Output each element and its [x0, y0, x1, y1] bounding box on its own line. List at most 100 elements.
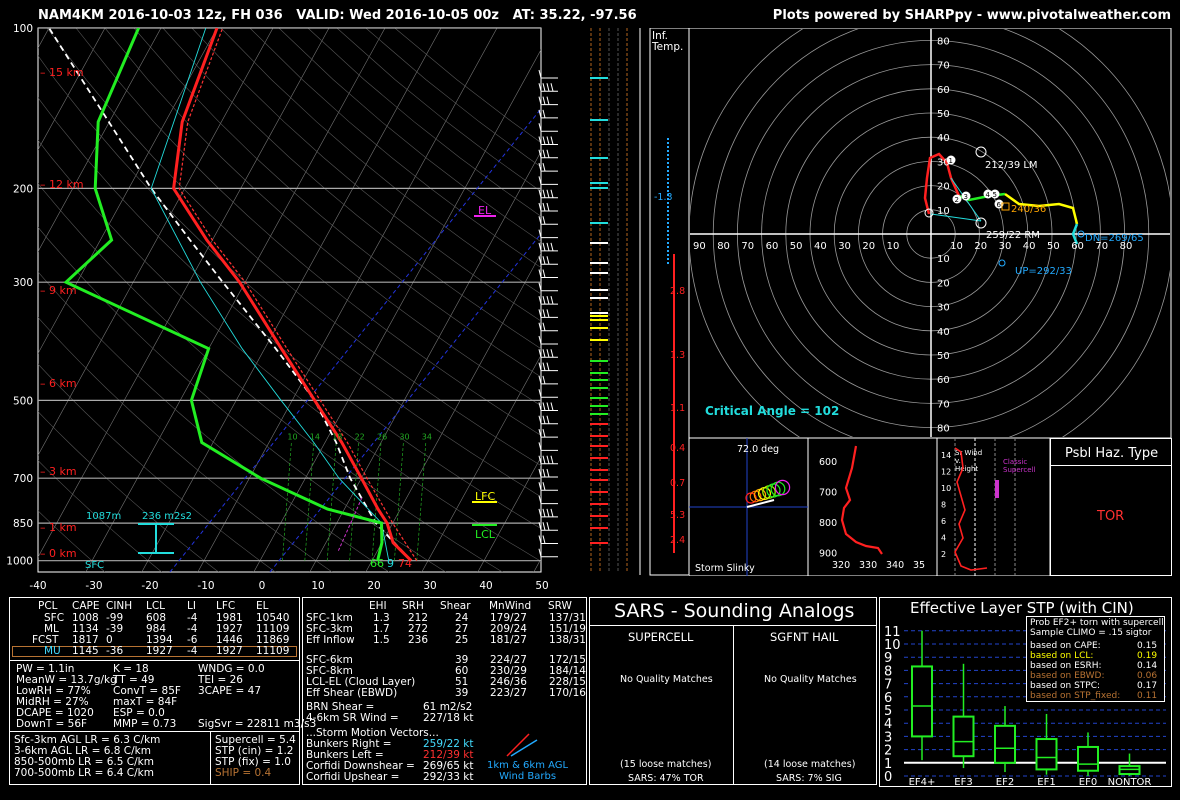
hodo-ring-label: 70 [1095, 241, 1108, 252]
dry-adiabat [220, 28, 541, 295]
dry-adiabat [249, 28, 541, 268]
mixing-ratio-label: 10 [287, 433, 297, 442]
kin-cell: 170/16 [549, 687, 586, 699]
slinky-ring [770, 481, 786, 497]
wind-barb-flag [542, 375, 546, 385]
sfc-label: SFC [85, 560, 104, 571]
dry-adiabat [46, 28, 541, 466]
stp-category: EF3 [954, 777, 972, 786]
wind-barb-flag [538, 162, 542, 172]
brn-label: BRN Shear = [306, 701, 375, 713]
hodo-left-label: 20 [862, 241, 875, 252]
dry-adiabat [191, 28, 541, 322]
hodo-ring-label: 20 [937, 182, 950, 193]
height-label: – 6 km [40, 377, 77, 390]
hodo-height-marker [952, 194, 962, 204]
upshear-label: UP=292/33 [1015, 266, 1072, 277]
hodo-ring-label: 80 [1120, 241, 1133, 252]
lapse-rate: 3-6km AGL LR = 6.8 C/km [14, 745, 151, 757]
dry-adiabat [38, 510, 106, 572]
stp-y-tick: 11 [884, 625, 901, 640]
temperature-tick-label: -20 [141, 580, 158, 592]
srw46-value: 227/18 kt [423, 712, 474, 724]
slinky-vector [746, 499, 775, 508]
parcel-cell: 1927 [216, 623, 243, 635]
wind-barb-flag [538, 83, 542, 92]
critical-angle-label: Critical Angle = 102 [705, 404, 839, 418]
hodo-ring-label: 80 [937, 424, 950, 435]
wind-barb-flag [542, 109, 546, 119]
wind-barb-flag [542, 136, 546, 145]
wind-barb-flag [538, 229, 542, 238]
stp-legend-value: 0.17 [1137, 681, 1158, 691]
stp-legend-value: 0.06 [1137, 671, 1158, 681]
wind-barb-flag [538, 69, 542, 79]
temperature-tick-label: 50 [535, 580, 548, 592]
dry-adiabat [38, 271, 390, 572]
index-value: PW = 1.1in [16, 663, 75, 675]
hodo-left-label: 10 [887, 241, 900, 252]
srw-tick: 4 [941, 534, 946, 543]
kin-cell: 209/24 [490, 623, 527, 635]
isotherm [365, 252, 541, 572]
temperature-tick-label: 20 [367, 580, 380, 592]
wind-barb-flag [538, 282, 542, 291]
slinky-label: Storm Slinky [695, 563, 755, 574]
parcel-header-cinh: CINH [106, 600, 133, 612]
storm-motion-label: Bunkers Left = [306, 749, 384, 761]
mean-wind-marker [1001, 202, 1010, 211]
eff-inflow-srh: 236 m2s2 [142, 511, 192, 522]
hodo-ring-label: 50 [1047, 241, 1060, 252]
wind-barb-flag [546, 349, 550, 358]
srw-tick: 6 [941, 517, 946, 526]
stp-y-tick: 0 [884, 770, 892, 785]
srw-tick: 2 [941, 550, 946, 559]
theta-y-tick: 600 [819, 457, 837, 468]
storm-motion-label: Corfidi Downshear = [306, 760, 415, 772]
wind-barb-flag [538, 375, 542, 385]
wind-barb-flag [538, 455, 542, 464]
kin-cell: 51 [455, 676, 469, 688]
wind-barb-flag [538, 96, 542, 105]
index-value: WNDG = 0.0 [198, 663, 265, 675]
parcel-cell: 1394 [146, 634, 173, 646]
kin-cell: 228/15 [549, 676, 586, 688]
sars-supercell-header: SUPERCELL [628, 630, 694, 644]
kin-row-label: LCL-EL (Cloud Layer) [306, 676, 416, 688]
dry-adiabat [38, 226, 446, 572]
inf-temp-frame [649, 28, 690, 576]
stp-legend-label: based on ESRH: [1030, 661, 1102, 671]
parcel-header-pcl: PCL [38, 600, 58, 612]
wind-barb-flag [538, 216, 542, 225]
composite-param: STP (fix) = 1.0 [215, 756, 291, 768]
hodo-ring-label: 80 [937, 36, 950, 47]
wind-barb-flag [542, 269, 546, 278]
inf-temp-value: 1.1 [670, 403, 685, 414]
dry-adiabat [38, 460, 162, 572]
wind-barb-flag [538, 322, 542, 331]
pressure-tick-label: 1000 [6, 556, 33, 568]
inf-temp-value: 5.3 [670, 510, 685, 521]
srw-label: v. [955, 457, 961, 465]
wind-barb-flag [542, 482, 546, 491]
isotherm [253, 49, 541, 572]
wind-barb-flag [542, 402, 546, 411]
left-mover-label: 212/39 LM [985, 160, 1038, 171]
isotherm [309, 150, 541, 572]
parcel-cell: -4 [187, 612, 198, 624]
isotherm [477, 456, 541, 572]
height-label: – 15 km [40, 66, 84, 79]
storm-motion-label: Bunkers Right = [306, 738, 392, 750]
kinematics-panel: EHI SRH Shear MnWind SRW SFC-1km 1.3 212 24 179/2… [302, 597, 587, 785]
hodo-trace-6-9km [1004, 192, 1079, 225]
index-value: MidRH = 27% [16, 696, 89, 708]
hodo-ring-label: 20 [974, 241, 987, 252]
wind-barb-flag [542, 428, 546, 438]
wind-barb-flag [538, 482, 542, 491]
storm-motion-value: 259/22 kt [423, 738, 474, 750]
mean-wind-label: 240/36 [1011, 204, 1046, 215]
temperature-profile [172, 28, 413, 562]
stp-legend-title: Prob EF2+ torn with supercell [1030, 618, 1164, 628]
kin-cell: 27 [455, 623, 469, 635]
